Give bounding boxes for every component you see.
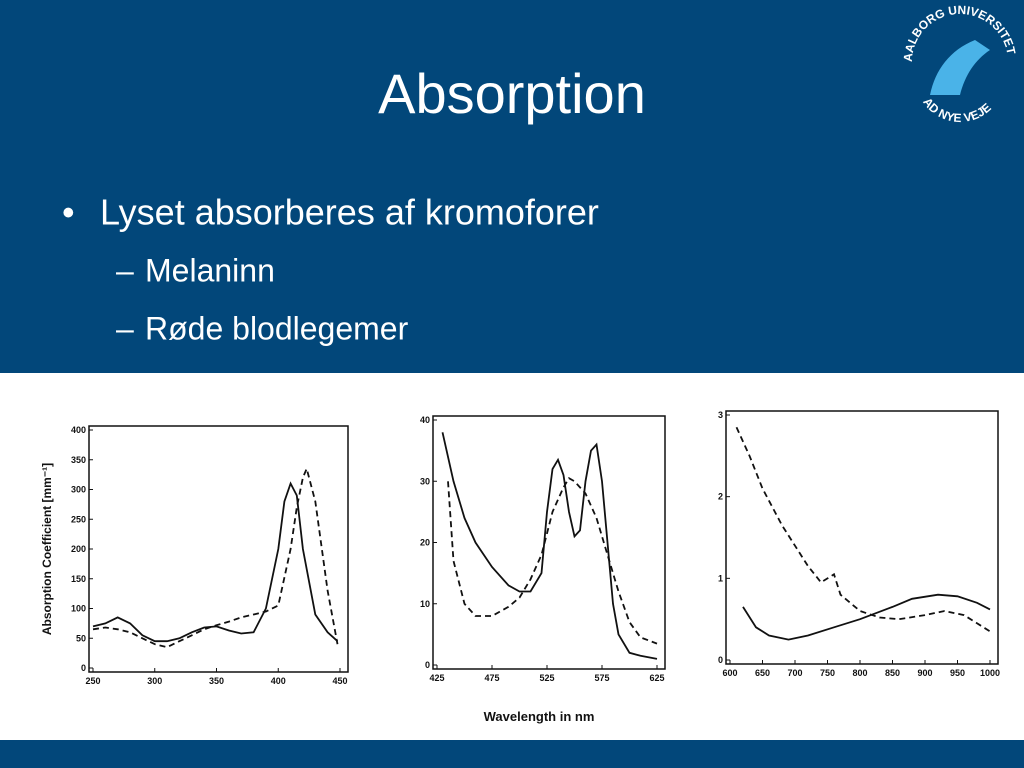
x-tick-label: 350 bbox=[209, 676, 224, 686]
x-tick-label: 425 bbox=[429, 673, 444, 683]
x-tick-label: 450 bbox=[332, 676, 347, 686]
bullet-dot: • bbox=[62, 192, 75, 233]
data-line bbox=[441, 432, 658, 660]
x-tick-label: 475 bbox=[484, 673, 499, 683]
x-tick-label: 800 bbox=[852, 668, 867, 678]
x-tick-label: 600 bbox=[722, 668, 737, 678]
y-tick-label: 0 bbox=[81, 663, 86, 673]
logo: AALBORG UNIVERSITET AD NYE VEJE bbox=[898, 0, 1024, 126]
sub-bullet: Røde blodlegemer bbox=[145, 310, 409, 346]
y-tick-label: 10 bbox=[420, 599, 430, 609]
y-tick-label: 300 bbox=[71, 485, 86, 495]
y-tick-label: 100 bbox=[71, 604, 86, 614]
x-tick-label: 1000 bbox=[980, 668, 1000, 678]
y-tick-label: 400 bbox=[71, 425, 86, 435]
x-tick-label: 650 bbox=[755, 668, 770, 678]
sub-dash: – bbox=[116, 252, 134, 288]
y-tick-label: 1 bbox=[718, 573, 723, 583]
y-axis-label: Absorption Coefficient [mm⁻¹] bbox=[40, 463, 54, 635]
y-tick-label: 3 bbox=[718, 410, 723, 420]
y-tick-label: 350 bbox=[71, 455, 86, 465]
y-tick-label: 40 bbox=[420, 415, 430, 425]
y-tick-label: 200 bbox=[71, 544, 86, 554]
x-tick-label: 700 bbox=[787, 668, 802, 678]
data-line bbox=[742, 593, 991, 641]
x-tick-label: 575 bbox=[594, 673, 609, 683]
y-tick-label: 50 bbox=[76, 633, 86, 643]
x-tick-label: 900 bbox=[917, 668, 932, 678]
data-line bbox=[92, 481, 339, 643]
y-tick-label: 150 bbox=[71, 574, 86, 584]
figure-area bbox=[0, 373, 1024, 740]
x-tick-label: 525 bbox=[539, 673, 554, 683]
x-tick-label: 850 bbox=[885, 668, 900, 678]
x-tick-label: 300 bbox=[147, 676, 162, 686]
bullet: Lyset absorberes af kromoforer bbox=[100, 192, 599, 233]
x-tick-label: 625 bbox=[649, 673, 664, 683]
sub-bullet: Melaninn bbox=[145, 252, 275, 288]
logo-waves bbox=[930, 40, 990, 95]
x-axis-label: Wavelength in nm bbox=[484, 709, 595, 724]
x-tick-label: 750 bbox=[820, 668, 835, 678]
x-tick-label: 400 bbox=[271, 676, 286, 686]
y-tick-label: 30 bbox=[420, 476, 430, 486]
slide-title: Absorption bbox=[378, 62, 646, 125]
y-tick-label: 20 bbox=[420, 538, 430, 548]
plot-frame bbox=[725, 410, 999, 665]
y-tick-label: 0 bbox=[425, 660, 430, 670]
data-line bbox=[447, 476, 658, 645]
y-tick-label: 250 bbox=[71, 514, 86, 524]
data-line bbox=[735, 426, 991, 633]
data-line bbox=[92, 465, 339, 649]
x-tick-label: 950 bbox=[950, 668, 965, 678]
sub-dash: – bbox=[116, 310, 134, 346]
y-tick-label: 0 bbox=[718, 655, 723, 665]
y-tick-label: 2 bbox=[718, 492, 723, 502]
x-tick-label: 250 bbox=[85, 676, 100, 686]
